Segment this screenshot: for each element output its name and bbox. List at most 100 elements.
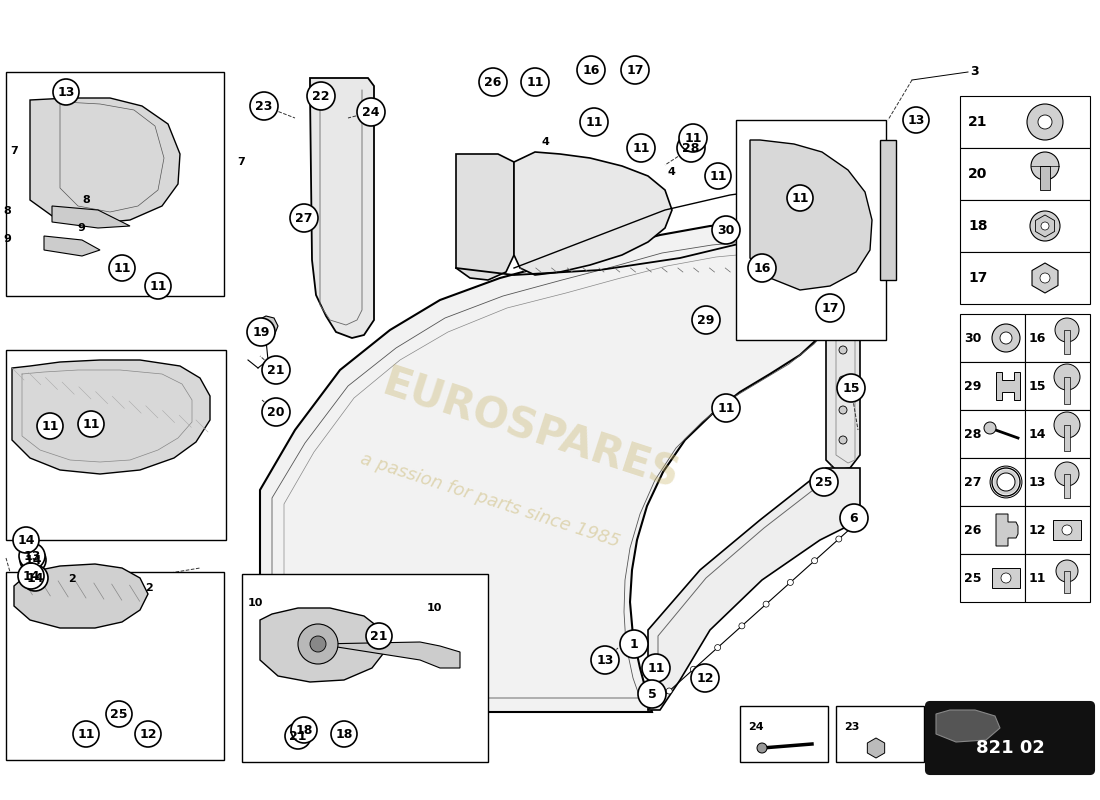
Text: 20: 20	[968, 167, 988, 181]
Circle shape	[839, 376, 847, 384]
Circle shape	[521, 68, 549, 96]
Circle shape	[757, 743, 767, 753]
Text: 24: 24	[748, 722, 763, 732]
Circle shape	[642, 654, 670, 682]
Circle shape	[358, 98, 385, 126]
Circle shape	[307, 82, 336, 110]
Circle shape	[250, 92, 278, 120]
Circle shape	[19, 543, 45, 569]
Text: 11: 11	[791, 191, 808, 205]
Circle shape	[839, 436, 847, 444]
Text: 13: 13	[23, 550, 41, 562]
Circle shape	[621, 56, 649, 84]
Circle shape	[1056, 560, 1078, 582]
Text: 21: 21	[371, 630, 387, 642]
Text: 25: 25	[815, 475, 833, 489]
Circle shape	[262, 356, 290, 384]
Bar	[1064, 377, 1070, 404]
Text: 17: 17	[626, 63, 644, 77]
FancyBboxPatch shape	[926, 702, 1094, 774]
Circle shape	[1041, 222, 1049, 230]
Text: 4: 4	[668, 167, 675, 177]
Circle shape	[20, 547, 46, 573]
Bar	[1025, 506, 1090, 554]
Text: 18: 18	[336, 727, 353, 741]
Bar	[960, 314, 1025, 362]
Text: 11: 11	[113, 262, 131, 274]
Bar	[736, 120, 886, 340]
Text: 821 02: 821 02	[976, 739, 1044, 757]
Polygon shape	[52, 206, 130, 228]
Circle shape	[816, 294, 844, 322]
Text: 13: 13	[1028, 475, 1046, 489]
Text: 13: 13	[908, 114, 925, 126]
Circle shape	[1054, 364, 1080, 390]
Text: 11: 11	[77, 727, 95, 741]
Bar	[880, 140, 896, 280]
Bar	[6, 572, 224, 760]
Text: 8: 8	[82, 195, 90, 205]
Circle shape	[22, 565, 48, 591]
Text: 1: 1	[629, 638, 638, 650]
Circle shape	[578, 56, 605, 84]
Circle shape	[248, 318, 275, 346]
Text: 7: 7	[236, 157, 244, 167]
Circle shape	[1040, 273, 1050, 283]
Text: 11: 11	[647, 662, 664, 674]
Bar	[992, 568, 1020, 588]
Text: 11: 11	[82, 418, 100, 430]
Bar	[960, 252, 1090, 304]
Text: 22: 22	[312, 90, 330, 102]
Polygon shape	[14, 564, 149, 628]
Polygon shape	[252, 316, 278, 340]
Circle shape	[715, 645, 720, 650]
Bar	[1040, 166, 1050, 190]
Text: 13: 13	[57, 86, 75, 98]
Circle shape	[810, 468, 838, 496]
Circle shape	[638, 680, 666, 708]
Circle shape	[53, 79, 79, 105]
Text: 11: 11	[526, 75, 543, 89]
Text: 11: 11	[710, 170, 727, 182]
Text: 14: 14	[26, 571, 44, 585]
Text: 8: 8	[3, 206, 11, 216]
Text: a passion for parts since 1985: a passion for parts since 1985	[358, 450, 623, 550]
Text: 11: 11	[585, 115, 603, 129]
Text: 11: 11	[684, 131, 702, 145]
Polygon shape	[826, 222, 860, 470]
Circle shape	[748, 254, 775, 282]
Circle shape	[262, 398, 290, 426]
Circle shape	[292, 717, 317, 743]
Circle shape	[18, 563, 44, 589]
Polygon shape	[456, 154, 514, 280]
Bar	[960, 458, 1025, 506]
Circle shape	[1038, 115, 1052, 129]
Circle shape	[106, 701, 132, 727]
Bar	[960, 410, 1025, 458]
Text: 23: 23	[255, 99, 273, 113]
Text: 16: 16	[1028, 331, 1046, 345]
Circle shape	[109, 255, 135, 281]
Text: 21: 21	[267, 363, 285, 377]
Text: 5: 5	[648, 687, 657, 701]
Bar	[1064, 330, 1070, 354]
Circle shape	[1062, 525, 1072, 535]
Text: 16: 16	[754, 262, 771, 274]
Circle shape	[290, 204, 318, 232]
Circle shape	[691, 664, 719, 692]
Circle shape	[839, 316, 847, 324]
Text: 15: 15	[843, 382, 860, 394]
Circle shape	[1031, 152, 1059, 180]
Bar	[1025, 314, 1090, 362]
Circle shape	[627, 134, 654, 162]
Bar	[960, 200, 1090, 252]
Bar	[836, 706, 924, 762]
Circle shape	[298, 624, 338, 664]
Circle shape	[763, 601, 769, 607]
Polygon shape	[750, 140, 872, 290]
Bar	[960, 554, 1025, 602]
Circle shape	[1000, 332, 1012, 344]
Text: 23: 23	[844, 722, 859, 732]
Polygon shape	[996, 372, 1020, 400]
Text: 20: 20	[267, 406, 285, 418]
